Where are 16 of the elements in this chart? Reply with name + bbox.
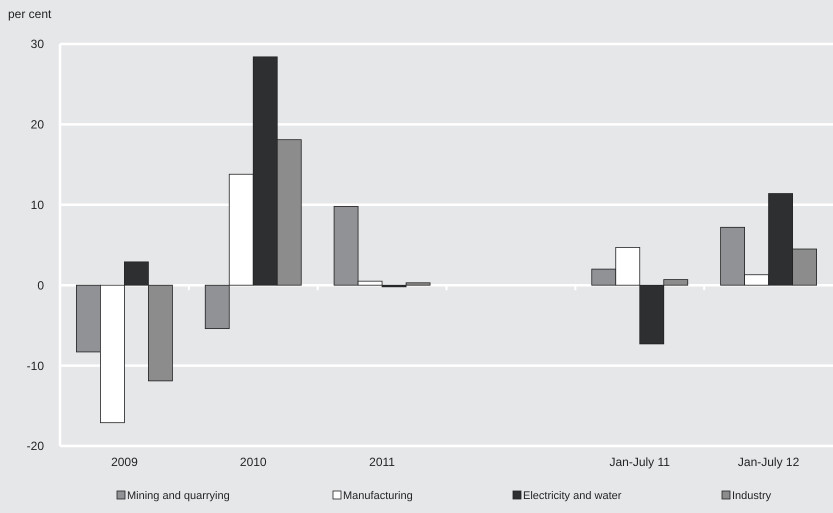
x-tick-label: Jan-July 12 (738, 455, 800, 469)
x-tick-label: Jan-July 11 (610, 455, 670, 469)
y-axis-title: per cent (8, 7, 52, 21)
y-tick-label: 20 (30, 118, 44, 132)
y-tick-label: 30 (30, 37, 44, 52)
legend-label: Industry (732, 490, 772, 502)
x-tick-label: 2010 (240, 455, 267, 469)
legend-label: Mining and quarrying (127, 490, 230, 502)
x-tick-label: 2011 (369, 455, 396, 469)
x-tick-label: 2009 (111, 455, 138, 469)
y-tick-label: -20 (26, 439, 44, 454)
y-tick-label: 10 (30, 198, 44, 212)
y-tick-label: 0 (37, 278, 44, 292)
legend-label: Electricity and water (523, 490, 622, 502)
legend-label: Manufacturing (343, 490, 413, 502)
y-tick-label: -10 (26, 358, 44, 373)
